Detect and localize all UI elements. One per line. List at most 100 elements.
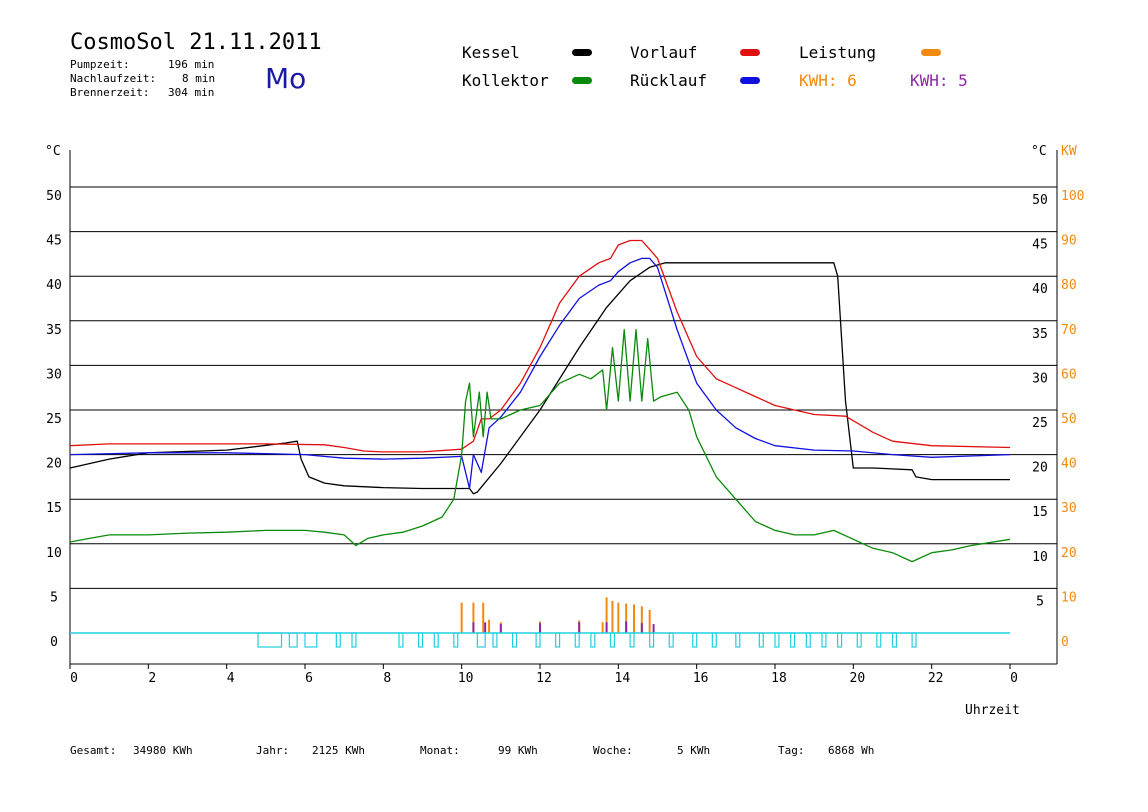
legend-kollektor-swatch [572, 77, 592, 84]
x-tick-label: 14 [615, 671, 631, 686]
footer-tag-value: 6868 Wh [828, 744, 875, 757]
pump-pulse [398, 632, 404, 648]
x-tick-label: 6 [305, 671, 313, 686]
y-axis-unit-right: °C [1031, 144, 1047, 159]
y2-tick-label: 90 [1061, 234, 1077, 249]
legend-vorlauf-swatch [740, 49, 760, 56]
footer-jahr-value: 2125 KWh [312, 744, 365, 757]
y-tick-label-right: 35 [1032, 327, 1048, 342]
y-tick-label-left: 25 [46, 412, 62, 427]
pump-pulse [609, 632, 616, 648]
x-tick-label: 22 [928, 671, 944, 686]
legend-kwh-b: KWH: 5 [910, 71, 968, 90]
pump-pulse [649, 632, 655, 648]
y2-tick-label: 60 [1061, 367, 1077, 382]
y-tick-label-left: 35 [46, 323, 62, 338]
x-tick-label: 12 [536, 671, 552, 686]
pump-pulse [668, 632, 674, 648]
footer-woche-value: 5 KWh [677, 744, 711, 757]
y2-tick-label: 80 [1061, 278, 1077, 293]
y2-tick-label: 30 [1061, 501, 1077, 516]
brennerzeit-value: 304 min [168, 86, 215, 99]
pump-pulse [288, 632, 298, 648]
y2-tick-label: 70 [1061, 323, 1077, 338]
pump-pulse [891, 632, 898, 648]
y-tick-label-left: 30 [46, 367, 62, 382]
pump-pulse [590, 632, 596, 648]
pump-pulse [911, 632, 917, 648]
x-tick-label: 18 [771, 671, 787, 686]
y-tick-label-left: 45 [46, 234, 62, 249]
pump-pulse [351, 632, 357, 648]
pumpzeit-value: 196 min [168, 58, 215, 71]
y-tick-label-left: 20 [46, 457, 62, 472]
y-tick-label-left: 0 [50, 635, 58, 650]
pump-pulse [335, 632, 341, 648]
pump-pulse [821, 632, 827, 648]
footer-monat-value: 99 KWh [498, 744, 538, 757]
y-tick-label-left: 15 [46, 501, 62, 516]
y-tick-label-right: 45 [1032, 238, 1048, 253]
x-tick-label: 16 [693, 671, 709, 686]
weekday-label: Mo [265, 62, 307, 95]
legend-leistung: Leistung [799, 43, 877, 62]
pump-pulse [692, 632, 698, 648]
series-line-kessel [69, 262, 1010, 495]
y2-tick-label: 40 [1061, 457, 1077, 472]
pump-pulse [856, 632, 862, 648]
pump-pulse [711, 632, 717, 648]
nachlaufzeit-value: 8 min [182, 72, 216, 85]
pump-pulse [790, 632, 796, 648]
y2-tick-label: 10 [1061, 590, 1077, 605]
x-tick-label: 20 [850, 671, 866, 686]
y-axis-unit-left: °C [45, 144, 61, 159]
y-tick-label-right: 5 [1036, 594, 1044, 609]
legend-kessel-swatch [572, 49, 592, 56]
y-tick-label-right: 20 [1032, 461, 1048, 476]
pump-pulse [758, 632, 764, 648]
pump-pulse [417, 632, 424, 648]
footer-gesamt-label: Gesamt: [70, 744, 117, 757]
series-line-kollektor [69, 329, 1011, 563]
pump-pulse [511, 632, 518, 648]
pump-pulse [629, 632, 635, 648]
x-tick-label: 0 [1010, 671, 1018, 686]
y-tick-label-right: 10 [1032, 550, 1048, 565]
x-tick-label: 2 [148, 671, 156, 686]
footer-gesamt-value: 34980 KWh [133, 744, 193, 757]
y-tick-label-left: 40 [46, 278, 62, 293]
footer-woche-label: Woche: [593, 744, 633, 757]
pump-pulse [774, 632, 780, 648]
y-tick-label-right: 25 [1032, 416, 1048, 431]
pump-pulse [535, 632, 541, 648]
pump-pulse [574, 632, 580, 648]
footer-jahr-label: Jahr: [256, 744, 290, 757]
pump-pulse [476, 632, 486, 648]
pumpzeit-label: Pumpzeit: [70, 58, 130, 71]
y-tick-label-left: 5 [50, 590, 58, 605]
y-tick-label-left: 50 [46, 189, 62, 204]
pump-pulse [257, 632, 283, 648]
y-tick-label-right: 40 [1032, 282, 1048, 297]
y-tick-label-right: 50 [1032, 193, 1048, 208]
pump-pulse [555, 632, 561, 648]
pump-pulse [735, 632, 741, 648]
legend-kessel: Kessel [462, 43, 520, 62]
pump-pulse [433, 632, 439, 648]
pump-pulse [805, 632, 811, 648]
x-tick-label: 8 [383, 671, 391, 686]
x-tick-label: 4 [227, 671, 235, 686]
y2-tick-label: 0 [1061, 635, 1069, 650]
legend-leistung-swatch [921, 49, 941, 56]
y-tick-label-right: 30 [1032, 371, 1048, 386]
y2-tick-label: 100 [1061, 189, 1084, 204]
y2-axis-unit: KW [1061, 144, 1077, 159]
x-tick-label: 0 [70, 671, 78, 686]
pump-pulse [876, 632, 882, 648]
y2-tick-label: 50 [1061, 412, 1077, 427]
legend-ruecklauf: Rücklauf [630, 71, 708, 90]
footer-monat-label: Monat: [420, 744, 460, 757]
y-tick-label-right: 15 [1032, 505, 1048, 520]
pump-pulse [453, 632, 459, 648]
y-tick-label-left: 10 [46, 546, 62, 561]
